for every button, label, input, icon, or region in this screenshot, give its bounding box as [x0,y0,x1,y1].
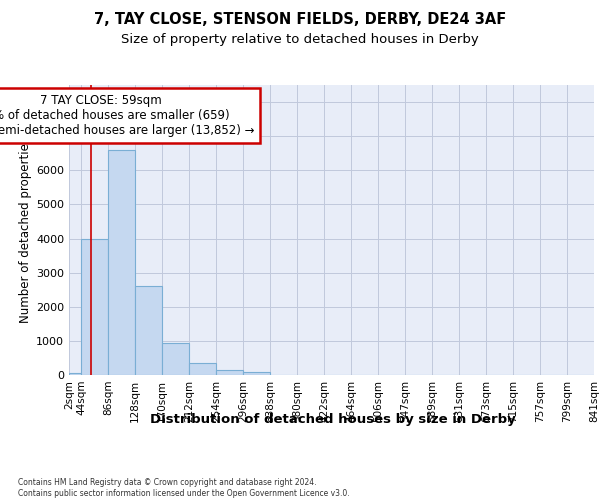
Bar [135,286,162,375]
Bar [217,370,244,375]
Bar [244,372,271,375]
Text: 7, TAY CLOSE, STENSON FIELDS, DERBY, DE24 3AF: 7, TAY CLOSE, STENSON FIELDS, DERBY, DE2… [94,12,506,28]
Text: 7 TAY CLOSE: 59sqm
← 5% of detached houses are smaller (659)
95% of semi-detache: 7 TAY CLOSE: 59sqm ← 5% of detached hous… [0,94,254,136]
Bar [81,238,108,375]
Text: Size of property relative to detached houses in Derby: Size of property relative to detached ho… [121,32,479,46]
Bar [108,150,135,375]
Bar [69,374,81,375]
Bar [162,342,190,375]
Y-axis label: Number of detached properties: Number of detached properties [19,137,32,323]
Text: Distribution of detached houses by size in Derby: Distribution of detached houses by size … [150,412,516,426]
Bar [190,363,217,375]
Text: Contains HM Land Registry data © Crown copyright and database right 2024.
Contai: Contains HM Land Registry data © Crown c… [18,478,350,498]
